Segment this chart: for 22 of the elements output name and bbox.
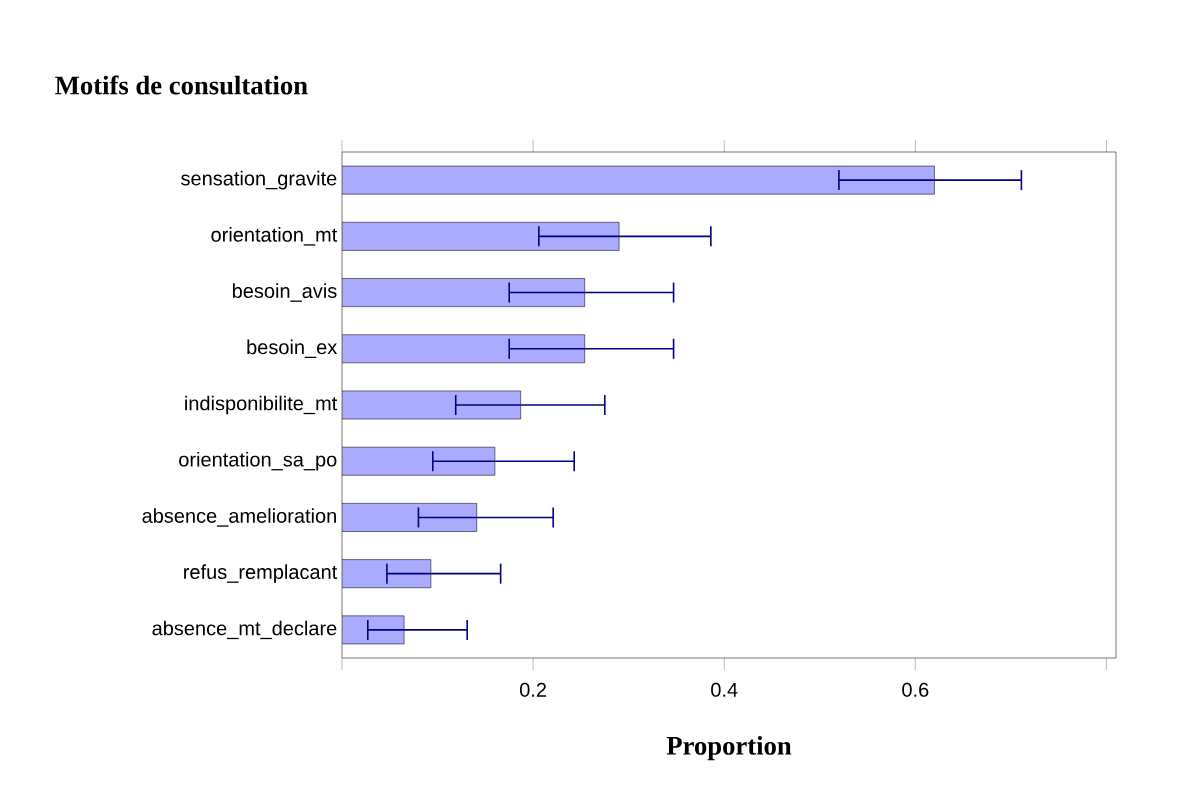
chart-title: Motifs de consultation — [55, 75, 308, 95]
bar — [342, 390, 521, 420]
bar — [342, 222, 620, 251]
bar — [342, 559, 432, 588]
bar — [342, 165, 935, 195]
x-tick-label: 0.4 — [711, 682, 738, 697]
bar — [342, 278, 585, 307]
y-tick-label: absence_mt_declare — [152, 620, 337, 640]
bar — [342, 334, 585, 364]
bar — [342, 503, 478, 532]
y-tick-label: orientation_mt — [211, 227, 338, 246]
y-tick-label: orientation_sa_po — [179, 451, 337, 471]
x-axis-title: Proportion — [666, 736, 792, 761]
y-tick-label: sensation_gravite — [181, 170, 337, 190]
y-tick-label: indisponibilite_mt — [185, 395, 338, 415]
bar — [342, 446, 496, 476]
y-tick-label: absence_amelioration — [142, 508, 336, 527]
y-tick-label: besoin_ex — [247, 339, 338, 359]
y-tick-label: refus_remplacant — [184, 564, 338, 583]
x-tick-label: 0.6 — [902, 682, 929, 697]
x-tick-label: 0.2 — [519, 682, 547, 697]
y-tick-label: besoin_avis — [232, 283, 337, 302]
